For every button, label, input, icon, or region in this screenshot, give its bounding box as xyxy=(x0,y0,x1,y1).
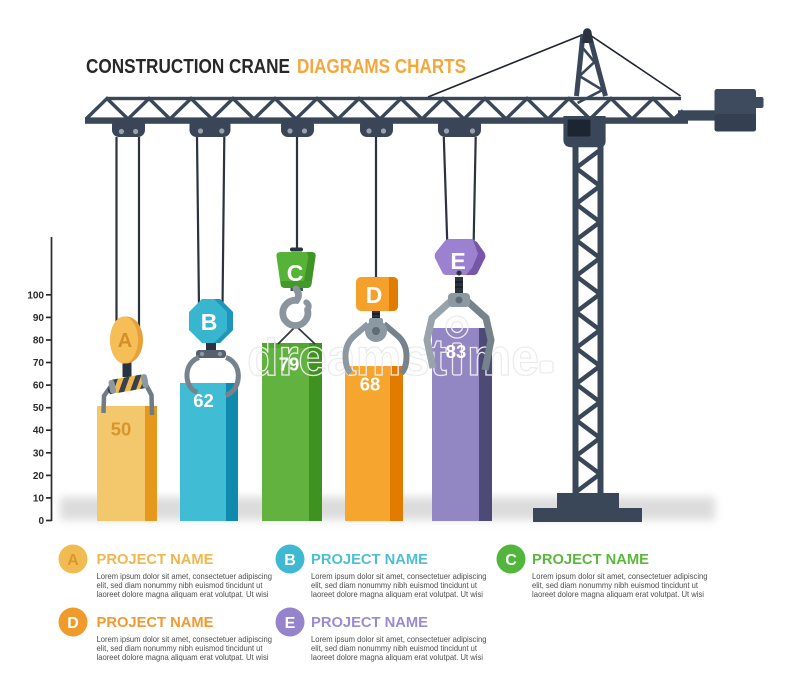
svg-text:Lorem ipsum dolor sit amet, co: Lorem ipsum dolor sit amet, consectetuer… xyxy=(97,571,273,581)
svg-text:PROJECT NAME: PROJECT NAME xyxy=(311,552,428,568)
svg-text:79: 79 xyxy=(279,354,300,375)
svg-text:CONSTRUCTION CRANE: CONSTRUCTION CRANE xyxy=(86,55,290,78)
svg-text:90: 90 xyxy=(33,313,45,324)
svg-text:laoreet dolore magna aliquam e: laoreet dolore magna aliquam erat volutp… xyxy=(311,652,483,662)
svg-text:PROJECT NAME: PROJECT NAME xyxy=(311,615,428,631)
svg-text:50: 50 xyxy=(33,403,45,414)
svg-text:C: C xyxy=(287,260,304,286)
svg-text:B: B xyxy=(201,309,218,335)
svg-text:Lorem ipsum dolor sit amet, co: Lorem ipsum dolor sit amet, consectetuer… xyxy=(311,571,487,581)
svg-text:Lorem ipsum dolor sit amet, co: Lorem ipsum dolor sit amet, consectetuer… xyxy=(97,634,273,644)
svg-text:30: 30 xyxy=(33,448,45,459)
svg-text:E: E xyxy=(450,248,465,274)
svg-text:laoreet dolore magna aliquam e: laoreet dolore magna aliquam erat volutp… xyxy=(97,589,269,599)
svg-text:50: 50 xyxy=(111,419,132,440)
svg-text:elit, sed diam nonummy nibh eu: elit, sed diam nonummy nibh euismod tinc… xyxy=(311,643,478,653)
svg-text:C: C xyxy=(505,552,517,569)
svg-text:laoreet dolore magna aliquam e: laoreet dolore magna aliquam erat volutp… xyxy=(97,652,269,662)
svg-text:laoreet dolore magna aliquam e: laoreet dolore magna aliquam erat volutp… xyxy=(532,589,704,599)
svg-text:B: B xyxy=(284,552,296,569)
svg-text:10: 10 xyxy=(33,493,45,504)
svg-text:83: 83 xyxy=(446,341,467,362)
svg-text:20: 20 xyxy=(33,471,45,482)
svg-text:68: 68 xyxy=(360,374,381,395)
svg-text:62: 62 xyxy=(193,390,214,411)
svg-text:elit, sed diam nonummy nibh eu: elit, sed diam nonummy nibh euismod tinc… xyxy=(97,580,264,590)
svg-text:elit, sed diam nonummy nibh eu: elit, sed diam nonummy nibh euismod tinc… xyxy=(532,580,699,590)
svg-text:PROJECT NAME: PROJECT NAME xyxy=(97,615,214,631)
svg-text:70: 70 xyxy=(33,358,45,369)
svg-text:40: 40 xyxy=(33,426,45,437)
svg-text:D: D xyxy=(366,282,383,308)
svg-text:DIAGRAMS CHARTS: DIAGRAMS CHARTS xyxy=(297,55,466,78)
svg-text:PROJECT NAME: PROJECT NAME xyxy=(532,552,649,568)
svg-text:D: D xyxy=(67,615,79,632)
svg-text:PROJECT NAME: PROJECT NAME xyxy=(97,552,214,568)
svg-text:60: 60 xyxy=(33,381,45,392)
svg-text:elit, sed diam nonummy nibh eu: elit, sed diam nonummy nibh euismod tinc… xyxy=(311,580,478,590)
svg-text:A: A xyxy=(118,330,132,352)
svg-text:Lorem ipsum dolor sit amet, co: Lorem ipsum dolor sit amet, consectetuer… xyxy=(311,634,487,644)
svg-text:100: 100 xyxy=(27,290,44,301)
svg-text:laoreet dolore magna aliquam e: laoreet dolore magna aliquam erat volutp… xyxy=(311,589,483,599)
svg-text:80: 80 xyxy=(33,336,45,347)
svg-text:A: A xyxy=(67,552,79,569)
svg-text:E: E xyxy=(285,615,296,632)
svg-text:0: 0 xyxy=(38,516,44,527)
svg-text:elit, sed diam nonummy nibh eu: elit, sed diam nonummy nibh euismod tinc… xyxy=(97,643,264,653)
svg-text:me: me xyxy=(467,329,539,387)
svg-text:Lorem ipsum dolor sit amet, co: Lorem ipsum dolor sit amet, consectetuer… xyxy=(532,571,708,581)
